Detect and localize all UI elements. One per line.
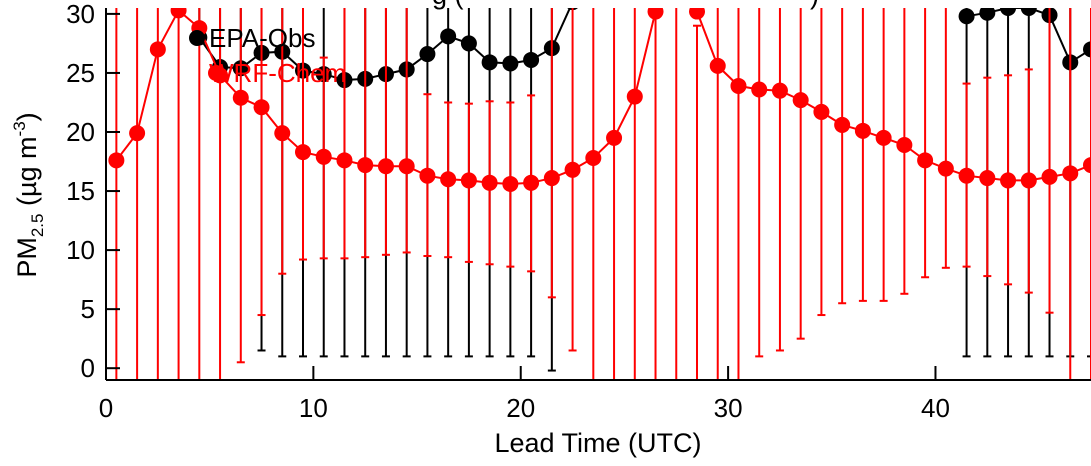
point-wrf-chem-43 — [1000, 172, 1017, 189]
point-wrf-chem-32 — [771, 82, 788, 99]
y-tick-label-20: 20 — [66, 117, 95, 147]
legend: EPA-Obs WRF-Chem — [189, 23, 346, 88]
x-tick-label-40: 40 — [921, 393, 950, 423]
point-wrf-chem-44 — [1020, 172, 1037, 189]
point-wrf-chem-29 — [709, 57, 726, 74]
point-wrf-chem-42 — [979, 170, 996, 187]
point-wrf-chem-36 — [854, 122, 871, 139]
point-wrf-chem-23 — [585, 149, 602, 166]
point-epa-obs-21 — [1000, 8, 1017, 16]
point-wrf-chem-17 — [460, 172, 477, 189]
point-wrf-chem-7 — [253, 99, 270, 116]
point-epa-obs-22 — [1020, 8, 1037, 16]
y-tick-label-5: 5 — [81, 294, 95, 324]
point-wrf-chem-12 — [357, 157, 374, 174]
point-wrf-chem-2 — [149, 41, 166, 58]
point-wrf-chem-28 — [689, 8, 705, 20]
point-wrf-chem-24 — [606, 129, 623, 146]
point-wrf-chem-33 — [792, 92, 809, 109]
legend-marker-epa-obs — [189, 30, 205, 46]
series-wrf-chem — [108, 8, 1091, 380]
point-wrf-chem-45 — [1041, 168, 1058, 185]
x-tick-label-0: 0 — [99, 393, 113, 423]
y-axis-title-close: ) — [12, 112, 42, 121]
y-tick-label-10: 10 — [66, 235, 95, 265]
point-wrf-chem-18 — [481, 174, 498, 191]
point-wrf-chem-14 — [398, 158, 415, 175]
point-wrf-chem-35 — [834, 116, 851, 133]
point-wrf-chem-39 — [917, 152, 934, 169]
point-wrf-chem-26 — [647, 8, 664, 20]
series-layer — [108, 8, 1091, 380]
point-wrf-chem-47 — [1083, 157, 1091, 174]
point-epa-obs-11 — [419, 46, 436, 63]
point-wrf-chem-0 — [108, 152, 125, 169]
ticks-layer: 0 10 20 30 40 0 5 10 15 20 25 30 — [66, 0, 950, 423]
y-axis-title-unit: (µg m — [12, 136, 42, 213]
point-wrf-chem-13 — [377, 158, 394, 175]
series-epa-obs — [191, 8, 1091, 372]
point-wrf-chem-10 — [315, 148, 332, 165]
y-axis-title-sub: 2.5 — [28, 214, 47, 238]
point-wrf-chem-25 — [626, 88, 643, 105]
point-epa-obs-19 — [958, 8, 975, 25]
point-wrf-chem-8 — [274, 125, 291, 142]
point-wrf-chem-46 — [1062, 165, 1079, 182]
point-wrf-chem-16 — [440, 171, 457, 188]
legend-label-epa-obs: EPA-Obs — [209, 23, 315, 53]
point-wrf-chem-34 — [813, 103, 830, 120]
axes-frame — [105, 8, 1091, 381]
x-tick-label-30: 30 — [714, 393, 743, 423]
point-wrf-chem-20 — [523, 174, 540, 191]
point-wrf-chem-38 — [896, 136, 913, 153]
point-wrf-chem-6 — [232, 89, 249, 106]
point-epa-obs-12 — [440, 28, 457, 45]
point-epa-obs-25 — [1083, 41, 1091, 58]
legend-marker-wrf-chem — [208, 65, 224, 81]
point-epa-obs-15 — [502, 55, 519, 72]
point-wrf-chem-11 — [336, 152, 353, 169]
y-tick-label-30: 30 — [66, 0, 95, 29]
chart-title-right: ) — [810, 0, 819, 10]
y-tick-label-0: 0 — [81, 353, 95, 383]
point-wrf-chem-30 — [730, 77, 747, 94]
y-tick-label-15: 15 — [66, 176, 95, 206]
point-wrf-chem-3 — [170, 8, 187, 19]
point-epa-obs-13 — [460, 35, 477, 52]
y-tick-label-25: 25 — [66, 58, 95, 88]
point-wrf-chem-40 — [937, 160, 954, 177]
x-axis-title: Lead Time (UTC) — [494, 428, 701, 458]
point-wrf-chem-19 — [502, 175, 519, 192]
y-axis-title-main: PM — [12, 237, 42, 278]
chart-title: g ( — [432, 0, 464, 10]
point-wrf-chem-1 — [129, 125, 146, 142]
legend-label-wrf-chem: WRF-Chem — [209, 58, 346, 88]
point-epa-obs-16 — [523, 51, 540, 68]
point-wrf-chem-31 — [751, 81, 768, 98]
point-wrf-chem-15 — [419, 167, 436, 184]
x-tick-label-20: 20 — [506, 393, 535, 423]
y-axis-title-sup: -3 — [10, 121, 29, 136]
point-wrf-chem-37 — [875, 129, 892, 146]
x-tick-label-10: 10 — [299, 393, 328, 423]
point-epa-obs-20 — [979, 8, 996, 21]
point-wrf-chem-22 — [564, 161, 581, 178]
point-epa-obs-14 — [481, 54, 498, 71]
point-wrf-chem-21 — [543, 170, 560, 187]
point-wrf-chem-9 — [295, 144, 311, 161]
point-wrf-chem-41 — [958, 167, 975, 184]
y-axis-title: PM2.5 (µg m-3) — [10, 112, 47, 277]
